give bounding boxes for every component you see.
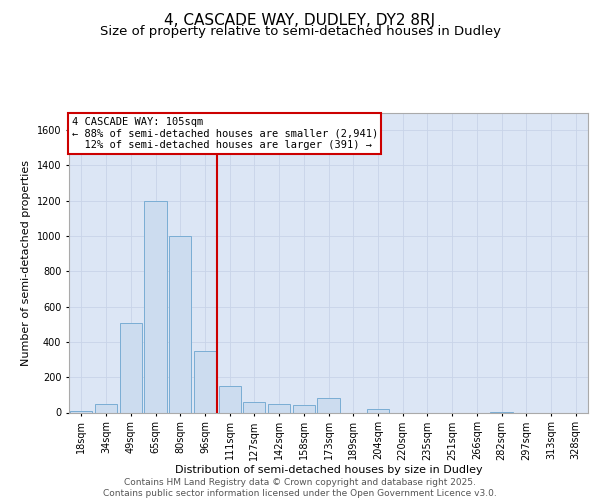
- Bar: [95, 404, 117, 412]
- Text: 4 CASCADE WAY: 105sqm
← 88% of semi-detached houses are smaller (2,941)
  12% of: 4 CASCADE WAY: 105sqm ← 88% of semi-deta…: [71, 117, 378, 150]
- Text: 4, CASCADE WAY, DUDLEY, DY2 8RJ: 4, CASCADE WAY, DUDLEY, DY2 8RJ: [164, 12, 436, 28]
- Bar: [293, 406, 315, 412]
- Y-axis label: Number of semi-detached properties: Number of semi-detached properties: [21, 160, 31, 366]
- Bar: [119, 322, 142, 412]
- Bar: [367, 409, 389, 412]
- X-axis label: Distribution of semi-detached houses by size in Dudley: Distribution of semi-detached houses by …: [175, 465, 482, 475]
- Bar: [268, 404, 290, 412]
- Text: Size of property relative to semi-detached houses in Dudley: Size of property relative to semi-detach…: [100, 25, 500, 38]
- Bar: [317, 398, 340, 412]
- Bar: [70, 410, 92, 412]
- Bar: [145, 200, 167, 412]
- Bar: [243, 402, 265, 412]
- Text: Contains HM Land Registry data © Crown copyright and database right 2025.
Contai: Contains HM Land Registry data © Crown c…: [103, 478, 497, 498]
- Bar: [169, 236, 191, 412]
- Bar: [218, 386, 241, 412]
- Bar: [194, 350, 216, 412]
